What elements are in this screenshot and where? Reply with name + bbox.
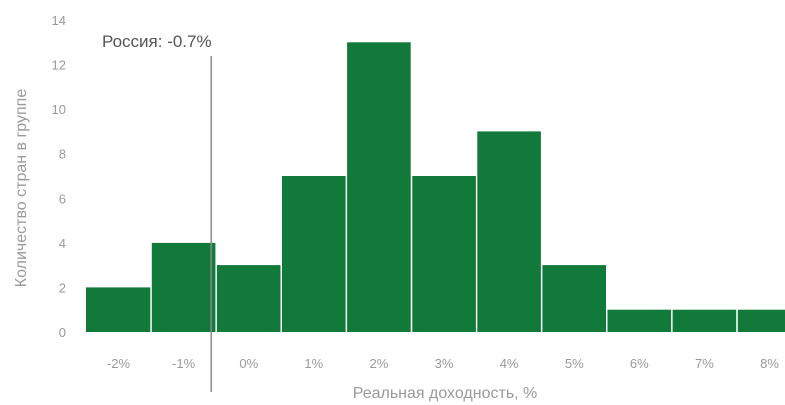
x-axis-ticks: -2% -1% 0% 1% 2% 3% 4% 5% 6% 7% 8% bbox=[107, 356, 779, 371]
x-tick-label: -1% bbox=[172, 356, 196, 371]
y-axis-ticks: 0 2 4 6 8 10 12 14 bbox=[52, 13, 66, 340]
bar bbox=[737, 309, 785, 332]
y-tick-label: 10 bbox=[52, 102, 66, 117]
y-tick-label: 6 bbox=[59, 191, 66, 206]
y-tick-label: 0 bbox=[59, 325, 66, 340]
x-tick-label: 4% bbox=[500, 356, 519, 371]
bar bbox=[607, 309, 672, 332]
bar bbox=[477, 131, 541, 332]
bar bbox=[347, 42, 411, 333]
x-tick-label: 8% bbox=[760, 356, 779, 371]
x-tick-label: -2% bbox=[107, 356, 131, 371]
bar bbox=[672, 309, 737, 332]
bar bbox=[86, 287, 151, 332]
x-tick-label: 6% bbox=[630, 356, 649, 371]
y-axis-title: Количество стран в группе bbox=[13, 89, 30, 288]
x-tick-label: 5% bbox=[565, 356, 584, 371]
russia-annotation: Россия: -0.7% bbox=[102, 32, 212, 51]
bar bbox=[412, 176, 476, 332]
y-tick-label: 12 bbox=[52, 58, 66, 73]
y-tick-label: 2 bbox=[59, 280, 66, 295]
bar bbox=[282, 176, 346, 332]
x-tick-label: 2% bbox=[370, 356, 389, 371]
bar bbox=[151, 242, 216, 332]
bars bbox=[86, 42, 785, 333]
y-tick-label: 14 bbox=[52, 13, 66, 28]
y-tick-label: 8 bbox=[59, 147, 66, 162]
y-tick-label: 4 bbox=[59, 236, 66, 251]
x-axis-title: Реальная доходность, % bbox=[353, 385, 538, 402]
bar bbox=[216, 265, 281, 332]
x-tick-label: 3% bbox=[435, 356, 454, 371]
x-tick-label: 0% bbox=[239, 356, 258, 371]
x-tick-label: 7% bbox=[695, 356, 714, 371]
x-tick-label: 1% bbox=[304, 356, 323, 371]
bar bbox=[542, 265, 606, 332]
